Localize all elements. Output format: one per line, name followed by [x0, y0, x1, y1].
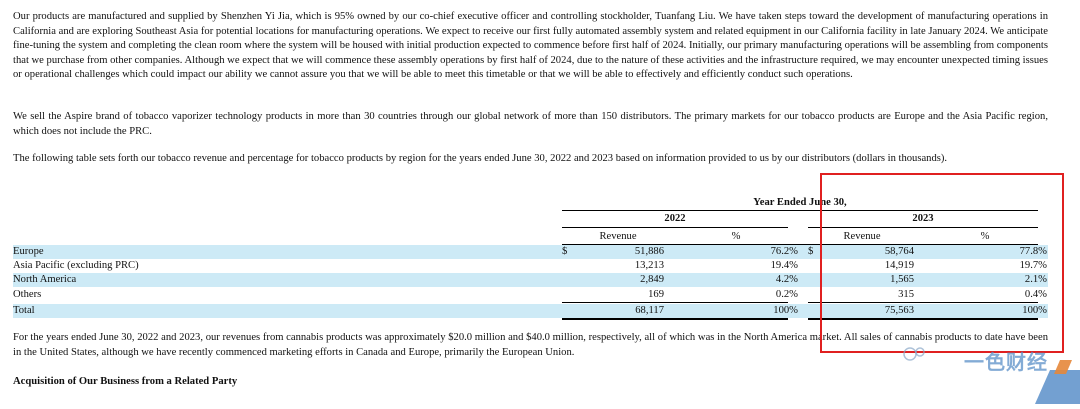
cell-rev-2022: 51,886	[634, 246, 664, 257]
cell-rev-2022: 2,849	[640, 274, 664, 285]
cell-pct-2022: 4.2%	[775, 274, 798, 285]
highlight-box	[820, 173, 1064, 353]
paragraph-manufacturing: Our products are manufactured and suppli…	[13, 11, 1048, 81]
currency-symbol: $	[808, 246, 814, 257]
year-2022-rule	[562, 227, 788, 228]
section-heading: Acquisition of Our Business from a Relat…	[13, 376, 238, 387]
col-revenue-2022: Revenue	[599, 231, 637, 242]
paragraph-aspire-markets: We sell the Aspire brand of tobacco vapo…	[13, 111, 1048, 137]
paragraph-cannabis-revenue: For the years ended June 30, 2022 and 20…	[13, 332, 1048, 358]
year-2022-header: 2022	[664, 213, 686, 224]
table-row-label: North America	[13, 274, 77, 285]
watermark-text: 一色财经	[964, 350, 1048, 374]
cell-rev-2022: 68,117	[635, 305, 664, 316]
total-rule-2022	[562, 318, 788, 320]
cell-pct-2022: 100%	[773, 305, 798, 316]
subtotal-rule-2022	[562, 302, 788, 303]
table-row-label: Others	[13, 289, 42, 300]
table-row-label: Total	[13, 305, 35, 316]
cell-pct-2022: 0.2%	[775, 289, 798, 300]
watermark-mark-icon	[903, 347, 1080, 404]
currency-symbol: $	[562, 246, 568, 257]
cell-rev-2022: 13,213	[634, 260, 664, 271]
table-row-label: Europe	[13, 246, 44, 257]
watermark-logo: 一色财经	[900, 330, 1080, 404]
cell-rev-2022: 169	[648, 289, 664, 300]
col-pct-2022: %	[731, 231, 741, 242]
cell-pct-2022: 76.2%	[770, 246, 798, 257]
cell-pct-2022: 19.4%	[770, 260, 798, 271]
table-row-label: Asia Pacific (excluding PRC)	[13, 260, 139, 271]
paragraph-table-intro: The following table sets forth our tobac…	[13, 153, 948, 164]
